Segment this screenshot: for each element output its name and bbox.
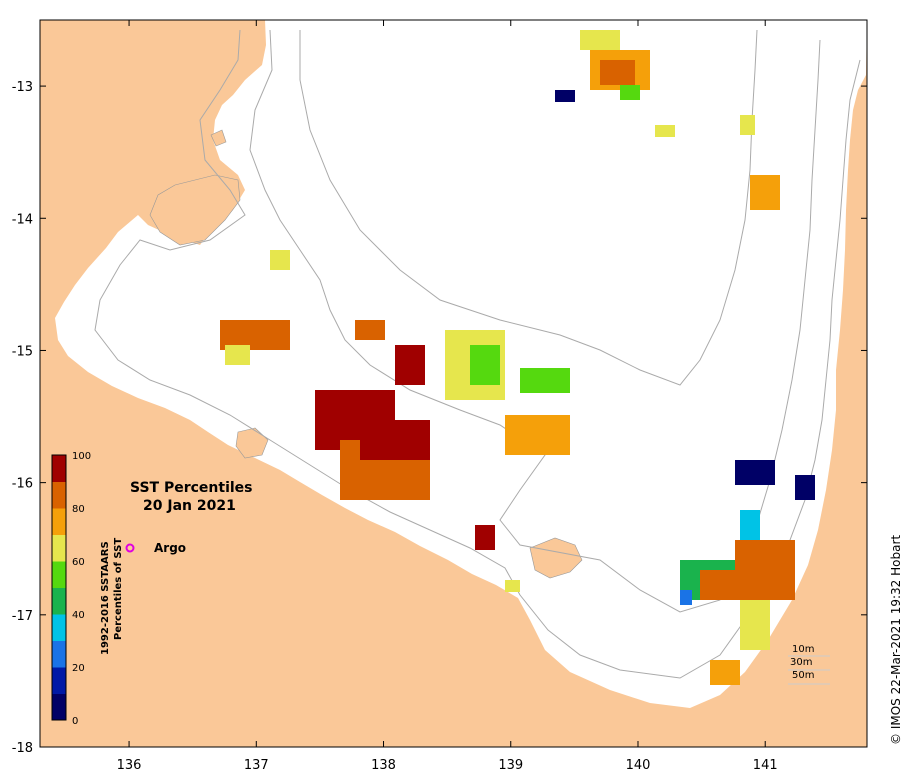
y-tick-label: -14 [12,212,33,227]
colorbar-tick-label: 0 [72,716,78,727]
colorbar-tick-label: 60 [72,557,85,568]
y-tick-label: -17 [12,609,33,624]
y-tick-label: -13 [12,80,33,95]
map-title: SST Percentiles [130,480,253,496]
isobath-line [299,29,758,386]
y-axis: -13 -14 -15 -16 -17 -18 [12,80,867,756]
isobath-label: 30m [790,657,812,668]
isobath-line [94,29,861,679]
x-tick-label: 140 [626,758,651,773]
colorbar-tick-label: 20 [72,663,85,674]
y-tick-label: -15 [12,344,33,359]
isobath-legend: 10m 30m 50m [788,644,830,685]
colorbar-segment [52,561,66,588]
island [235,427,269,459]
x-axis: 136 137 138 139 140 141 [117,20,778,773]
isobath-label: 10m [792,644,814,655]
colorbar-title-line1: 1992-2016 SSTAARS [100,541,111,655]
x-tick-label: 137 [244,758,269,773]
plot-frame [39,19,868,748]
colorbar-segment [52,508,66,535]
isobath-label: 50m [792,670,814,681]
y-tick-label: -18 [12,741,33,756]
colorbar-segment [52,693,66,721]
colorbar-segment [52,481,66,509]
colorbar: 100 80 60 40 20 0 1992-2016 SSTAARS Percentil… [51,451,124,727]
island [149,174,241,246]
colorbar-tick-label: 80 [72,504,85,515]
argo-marker-icon [125,543,135,553]
colorbar-segment [52,667,66,694]
island [529,537,583,579]
sst-pixels [220,30,815,685]
island [210,129,227,147]
colorbar-segment [52,587,66,615]
colorbar-tick-label: 100 [72,451,91,462]
x-tick-label: 136 [117,758,142,773]
colorbar-title-line2: Percentiles of SST [113,538,124,640]
colorbar-segment [52,614,66,641]
credit-text: © IMOS 22-Mar-2021 19:32 Hobart [889,535,903,745]
argo-label: Argo [154,541,186,555]
colorbar-segment [52,640,66,668]
y-tick-label: -16 [12,477,33,492]
colorbar-segment [52,534,66,562]
x-tick-label: 141 [753,758,778,773]
x-tick-label: 138 [371,758,396,773]
x-tick-label: 139 [498,758,523,773]
colorbar-segment [52,455,66,482]
isobath-line [249,29,821,613]
map-date: 20 Jan 2021 [143,498,236,514]
colorbar-tick-label: 40 [72,610,85,621]
